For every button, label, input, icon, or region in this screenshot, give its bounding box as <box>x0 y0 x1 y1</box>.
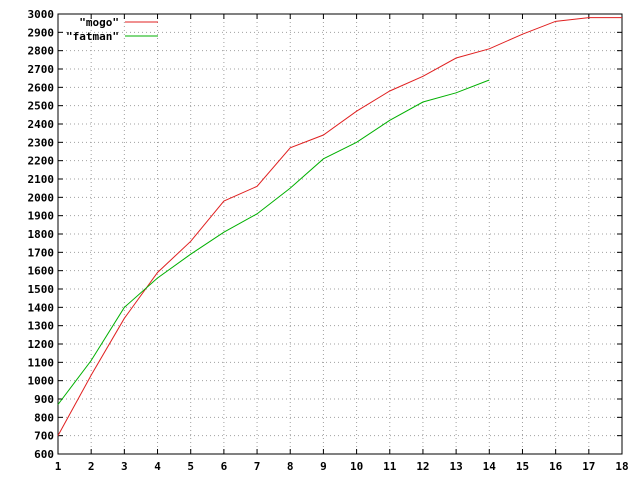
x-tick-label: 9 <box>320 460 327 473</box>
y-tick-label: 2400 <box>28 118 55 131</box>
x-tick-label: 7 <box>254 460 261 473</box>
series-layer <box>57 17 622 436</box>
series-line-0 <box>57 17 622 436</box>
y-tick-label: 1900 <box>28 210 55 223</box>
y-tick-label: 2000 <box>28 191 55 204</box>
x-tick-label: 4 <box>154 460 161 473</box>
grid-layer <box>58 14 622 454</box>
y-tick-label: 1600 <box>28 265 55 278</box>
y-tick-label: 2500 <box>28 100 55 113</box>
axis-layer: 600 700 800 900 1000 1100 1200 1300 1400 1500 1600… <box>28 8 629 473</box>
y-tick-label: 2600 <box>28 81 55 94</box>
y-tick-label: 600 <box>34 448 54 461</box>
y-tick-label: 2300 <box>28 136 55 149</box>
x-tick-label: 12 <box>416 460 429 473</box>
legend-label-1: "fatman" <box>66 30 119 43</box>
y-tick-label: 2800 <box>28 45 55 58</box>
x-tick-label: 3 <box>121 460 128 473</box>
x-tick-label: 15 <box>516 460 529 473</box>
x-tick-label: 16 <box>549 460 563 473</box>
x-tick-label: 6 <box>221 460 228 473</box>
series-line-1 <box>57 79 490 405</box>
x-tick-label: 18 <box>615 460 628 473</box>
x-tick-label: 13 <box>449 460 462 473</box>
y-tick-label: 1200 <box>28 338 55 351</box>
legend-label-0: "mogo" <box>79 16 119 29</box>
y-tick-label: 2200 <box>28 155 55 168</box>
x-tick-label: 14 <box>483 460 497 473</box>
x-tick-label: 17 <box>582 460 595 473</box>
x-tick-label: 8 <box>287 460 294 473</box>
legend: "mogo""fatman" <box>66 16 158 43</box>
x-tick-label: 10 <box>350 460 363 473</box>
x-tick-label: 11 <box>383 460 397 473</box>
y-tick-label: 800 <box>34 411 54 424</box>
y-tick-label: 2900 <box>28 26 55 39</box>
y-tick-label: 2100 <box>28 173 55 186</box>
x-tick-label: 1 <box>55 460 62 473</box>
y-tick-label: 1500 <box>28 283 55 296</box>
y-tick-label: 1300 <box>28 320 55 333</box>
y-tick-label: 1400 <box>28 301 55 314</box>
y-tick-label: 1100 <box>28 356 55 369</box>
y-tick-label: 900 <box>34 393 54 406</box>
y-tick-label: 700 <box>34 430 54 443</box>
y-tick-label: 1700 <box>28 246 55 259</box>
y-tick-label: 2700 <box>28 63 55 76</box>
y-tick-label: 1000 <box>28 375 55 388</box>
x-tick-label: 2 <box>88 460 95 473</box>
x-tick-label: 5 <box>187 460 194 473</box>
y-tick-label: 1800 <box>28 228 55 241</box>
y-tick-label: 3000 <box>28 8 55 21</box>
